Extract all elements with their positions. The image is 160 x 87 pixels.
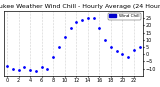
Legend: Wind Chill: Wind Chill — [108, 13, 141, 20]
Title: Milwaukee Weather Wind Chill - Hourly Average (24 Hours): Milwaukee Weather Wind Chill - Hourly Av… — [0, 4, 160, 9]
